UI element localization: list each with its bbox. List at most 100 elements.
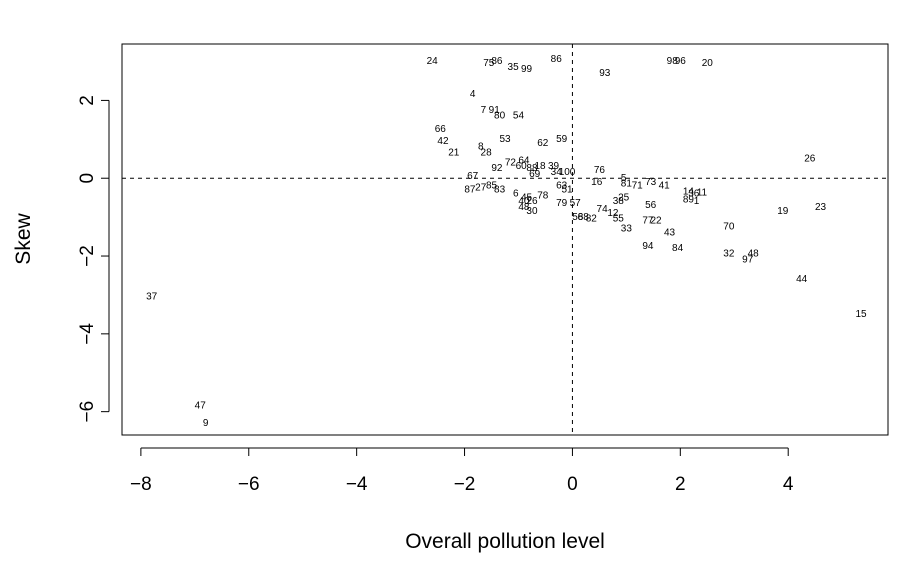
data-point-label: 86 — [491, 56, 503, 67]
data-point-label: 14 — [683, 186, 695, 197]
data-point-label: 93 — [599, 68, 611, 79]
data-point-label: 70 — [723, 221, 735, 232]
data-point-label: 76 — [594, 165, 606, 176]
data-point-label: 7 — [481, 105, 487, 116]
data-point-label: 58 — [572, 212, 584, 223]
data-point-label: 73 — [645, 177, 657, 188]
x-tick-label: −8 — [130, 474, 152, 495]
data-point-label: 98 — [667, 56, 679, 67]
data-point-label: 23 — [815, 202, 827, 213]
data-point-label: 81 — [621, 179, 633, 190]
data-point-label: 83 — [494, 185, 506, 196]
data-point-label: 40 — [518, 196, 530, 207]
data-point-label: 26 — [526, 196, 538, 207]
data-point-label: 48 — [748, 249, 760, 260]
data-point-label: 68 — [578, 212, 590, 223]
x-tick-label: 4 — [783, 474, 794, 495]
data-point-label: 86 — [551, 54, 563, 65]
data-point-label: 82 — [586, 214, 598, 225]
data-point-label: 67 — [467, 171, 479, 182]
data-point-label: 28 — [481, 148, 493, 159]
x-axis: −8 −6 −4 −2 0 2 4 — [130, 447, 794, 495]
data-point-label: 79 — [556, 198, 568, 209]
data-point-label: 94 — [642, 241, 654, 252]
y-tick-label: −2 — [77, 245, 98, 267]
data-point-label: 41 — [659, 181, 671, 192]
data-point-label: 57 — [570, 198, 582, 209]
y-axis: −6 −4 −2 0 2 — [77, 95, 110, 423]
data-point-label: 64 — [518, 155, 530, 166]
data-point-label: 39 — [548, 161, 560, 172]
data-point-label: 6 — [513, 188, 519, 199]
data-point-label: 60 — [516, 161, 528, 172]
x-tick-label: 2 — [675, 474, 686, 495]
data-point-label: 99 — [521, 64, 533, 75]
y-tick-label: 2 — [77, 95, 98, 106]
data-point-label: 16 — [591, 177, 603, 188]
plot-frame — [121, 43, 889, 436]
data-point-label: 53 — [499, 134, 511, 145]
data-point-label: 87 — [464, 185, 476, 196]
reference-lines — [122, 44, 888, 435]
data-point-label: 1 — [694, 196, 700, 207]
data-point-label: 85 — [486, 181, 498, 192]
data-point-label: 20 — [702, 58, 714, 69]
data-point-label: 43 — [664, 227, 676, 238]
data-point-label: 18 — [535, 161, 547, 172]
data-point-label: 25 — [618, 192, 630, 203]
data-point-label: 63 — [556, 181, 568, 192]
data-point-label: 12 — [607, 208, 619, 219]
x-tick-label: −2 — [454, 474, 476, 495]
x-tick-label: −4 — [346, 474, 368, 495]
data-point-label: 84 — [672, 243, 684, 254]
data-point-label: 71 — [632, 181, 644, 192]
data-point-label: 78 — [537, 190, 549, 201]
data-point-label: 56 — [645, 200, 657, 211]
data-point-label: 9 — [203, 418, 209, 429]
data-point-label: 97 — [742, 255, 754, 266]
data-point-label: 47 — [195, 400, 207, 411]
x-tick-label: −6 — [238, 474, 260, 495]
data-point-label: 74 — [597, 204, 609, 215]
data-point-label: 77 — [642, 216, 654, 227]
data-point-label: 45 — [521, 192, 533, 203]
data-point-label: 11 — [697, 188, 708, 199]
data-point-label: 69 — [529, 169, 541, 180]
data-point-label: 38 — [613, 196, 625, 207]
data-point-label: 66 — [435, 124, 447, 135]
data-point-label: 75 — [483, 58, 495, 69]
y-axis-title: Skew — [12, 212, 35, 264]
data-point-label: 91 — [489, 105, 501, 116]
data-point-label: 15 — [855, 309, 867, 320]
data-point-label: 89 — [683, 194, 695, 205]
data-point-label: 26 — [804, 153, 816, 164]
data-point-label: 5 — [621, 173, 627, 184]
data-point-label: 32 — [723, 249, 735, 260]
data-point-label: 48 — [518, 202, 530, 213]
data-point-label: 100 — [559, 167, 576, 178]
data-point-label: 37 — [146, 292, 158, 303]
data-point-label: 62 — [537, 138, 549, 149]
data-point-label: 27 — [475, 183, 487, 194]
y-tick-label: 0 — [77, 173, 98, 184]
y-tick-label: −4 — [77, 323, 98, 345]
data-point-label: 92 — [491, 163, 503, 174]
data-point-label: 42 — [437, 136, 449, 147]
data-point-label: 72 — [505, 157, 517, 168]
data-point-label: 24 — [427, 56, 439, 67]
data-point-label: 36 — [688, 188, 700, 199]
data-point-label: 44 — [796, 274, 808, 285]
data-point-label: 4 — [470, 89, 476, 100]
data-point-label: 8 — [478, 142, 484, 153]
data-point-label: 35 — [508, 62, 520, 73]
data-point-label: 30 — [526, 206, 538, 217]
data-point-label: 59 — [556, 134, 568, 145]
data-point-label: 55 — [613, 214, 625, 225]
y-tick-label: −6 — [77, 401, 98, 423]
data-point-label: 33 — [621, 223, 633, 234]
data-point-label: 51 — [561, 185, 573, 196]
data-point-label: 19 — [777, 206, 789, 217]
x-axis-title: Overall pollution level — [405, 530, 605, 553]
